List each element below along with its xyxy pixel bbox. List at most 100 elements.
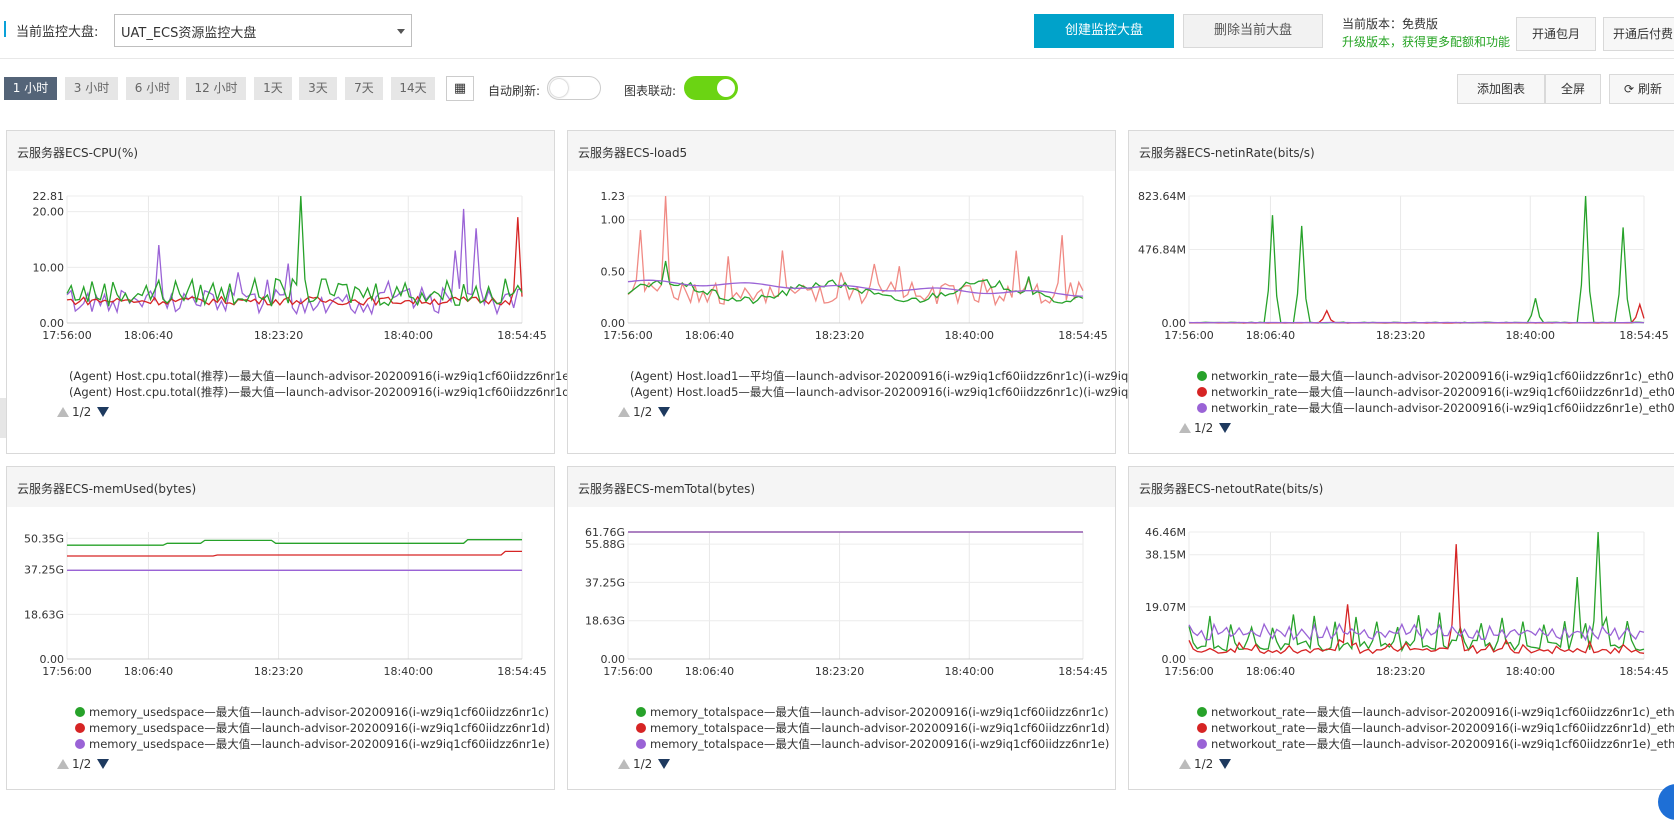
chart-legend: networkout_rate—最大值—launch-advisor-20200… [1197, 704, 1674, 752]
x-tick-label: 18:06:40 [685, 665, 734, 678]
x-tick-label: 18:23:20 [254, 665, 303, 678]
legend-item[interactable]: networkout_rate—最大值—launch-advisor-20200… [1197, 704, 1674, 720]
pager-up-icon[interactable] [1179, 759, 1191, 769]
legend-item[interactable]: networkout_rate—最大值—launch-advisor-20200… [1197, 720, 1674, 736]
add-chart-button[interactable]: 添加图表 [1457, 74, 1545, 104]
dashboard-select[interactable]: UAT_ECS资源监控大盘 [114, 14, 412, 47]
pager-text: 1/2 [1194, 757, 1213, 771]
legend-pager: 1/2 [57, 405, 109, 419]
pager-up-icon[interactable] [618, 407, 630, 417]
chart-title: 云服务器ECS-load5 [578, 144, 687, 161]
legend-dot-icon [636, 739, 646, 749]
legend-item[interactable]: (Agent) Host.load5—最大值—launch-advisor-20… [630, 384, 1139, 400]
chart-legend: networkin_rate—最大值—launch-advisor-202009… [1197, 368, 1674, 416]
legend-item[interactable]: networkout_rate—最大值—launch-advisor-20200… [1197, 736, 1674, 752]
x-tick-label: 18:54:45 [497, 665, 546, 678]
legend-item[interactable]: memory_totalspace—最大值—launch-advisor-202… [636, 704, 1110, 720]
y-tick-label: 0.00 [601, 653, 626, 666]
accent-bar [4, 21, 6, 37]
pager-up-icon[interactable] [1179, 423, 1191, 433]
legend-item[interactable]: memory_usedspace—最大值—launch-advisor-2020… [75, 736, 550, 752]
range-3d[interactable]: 3天 [299, 77, 337, 100]
toggle-knob [550, 79, 568, 97]
monthly-button[interactable]: 开通包月 [1516, 17, 1596, 51]
x-tick-label: 17:56:00 [42, 329, 91, 342]
series-line [628, 196, 1083, 305]
legend-item[interactable]: (Agent) Host.load1—平均值—launch-advisor-20… [630, 368, 1139, 384]
y-tick-label: 20.00 [33, 206, 65, 219]
pager-up-icon[interactable] [618, 759, 630, 769]
y-tick-label: 0.50 [601, 265, 626, 278]
pager-down-icon[interactable] [658, 759, 670, 769]
legend-item[interactable]: networkin_rate—最大值—launch-advisor-202009… [1197, 368, 1674, 384]
legend-item[interactable]: memory_totalspace—最大值—launch-advisor-202… [636, 736, 1110, 752]
pager-down-icon[interactable] [97, 407, 109, 417]
legend-item[interactable]: memory_usedspace—最大值—launch-advisor-2020… [75, 720, 550, 736]
legend-item[interactable]: networkin_rate—最大值—launch-advisor-202009… [1197, 400, 1674, 416]
legend-label: memory_totalspace—最大值—launch-advisor-202… [650, 721, 1110, 735]
pager-down-icon[interactable] [1219, 759, 1231, 769]
y-tick-label: 37.25G [585, 576, 625, 589]
chart-panel-header: 云服务器ECS-memTotal(bytes) [568, 467, 1115, 507]
series-line [1189, 196, 1644, 323]
chart-panel-header: 云服务器ECS-CPU(%) [7, 131, 554, 171]
x-tick-label: 18:40:00 [1506, 329, 1555, 342]
chart-title: 云服务器ECS-netoutRate(bits/s) [1139, 480, 1323, 497]
legend-dot-icon [75, 723, 85, 733]
x-tick-label: 17:56:00 [42, 665, 91, 678]
x-tick-label: 18:40:00 [1506, 665, 1555, 678]
y-tick-label: 19.07M [1145, 601, 1186, 614]
legend-item[interactable]: memory_totalspace—最大值—launch-advisor-202… [636, 720, 1110, 736]
range-14d[interactable]: 14天 [391, 77, 435, 100]
pager-down-icon[interactable] [1219, 423, 1231, 433]
pager-down-icon[interactable] [658, 407, 670, 417]
calendar-icon[interactable]: ▦ [446, 76, 474, 101]
legend-item[interactable]: networkin_rate—最大值—launch-advisor-202009… [1197, 384, 1674, 400]
pager-up-icon[interactable] [57, 407, 69, 417]
y-tick-label: 1.00 [601, 214, 626, 227]
upgrade-link[interactable]: 升级版本，获得更多配额和功能 [1342, 33, 1510, 50]
chart-panel-header: 云服务器ECS-netinRate(bits/s) [1129, 131, 1674, 171]
x-tick-label: 18:40:00 [945, 329, 994, 342]
pager-up-icon[interactable] [57, 759, 69, 769]
range-3h[interactable]: 3 小时 [65, 77, 118, 100]
chart-linkage-toggle[interactable] [684, 76, 738, 100]
range-7d[interactable]: 7天 [345, 77, 383, 100]
range-1h[interactable]: 1 小时 [4, 77, 57, 100]
auto-refresh-toggle[interactable] [547, 76, 601, 100]
pager-text: 1/2 [72, 757, 91, 771]
fullscreen-button[interactable]: 全屏 [1545, 74, 1601, 104]
x-tick-label: 18:54:45 [1058, 329, 1107, 342]
legend-item[interactable]: (Agent) Host.cpu.total(推荐)—最大值—launch-ad… [69, 368, 574, 384]
create-dashboard-button[interactable]: 创建监控大盘 [1034, 14, 1174, 48]
range-6h[interactable]: 6 小时 [126, 77, 179, 100]
chart-legend: (Agent) Host.load1—平均值—launch-advisor-20… [630, 368, 1139, 400]
x-tick-label: 18:06:40 [1246, 329, 1295, 342]
legend-item[interactable]: (Agent) Host.cpu.total(推荐)—最大值—launch-ad… [69, 384, 574, 400]
range-12h[interactable]: 12 小时 [186, 77, 246, 100]
y-tick-label: 55.88G [585, 538, 625, 551]
legend-pager: 1/2 [1179, 757, 1231, 771]
legend-label: memory_usedspace—最大值—launch-advisor-2020… [89, 705, 549, 719]
delete-dashboard-button[interactable]: 删除当前大盘 [1183, 14, 1323, 48]
legend-item[interactable]: memory_usedspace—最大值—launch-advisor-2020… [75, 704, 550, 720]
range-1d[interactable]: 1天 [254, 77, 292, 100]
x-tick-label: 18:23:20 [1376, 329, 1425, 342]
legend-label: networkout_rate—最大值—launch-advisor-20200… [1211, 705, 1674, 719]
legend-pager: 1/2 [57, 757, 109, 771]
postpaid-button[interactable]: 开通后付费 [1603, 17, 1674, 51]
time-toolbar: 1 小时 3 小时 6 小时 12 小时 1天 3天 7天 14天 ▦ 自动刷新… [0, 74, 1674, 104]
refresh-button[interactable]: ⟳ 刷新 [1609, 74, 1674, 104]
series-line [1189, 305, 1644, 324]
refresh-label: 刷新 [1638, 82, 1662, 96]
dashboard-select-value: UAT_ECS资源监控大盘 [121, 22, 256, 41]
legend-dot-icon [1197, 387, 1207, 397]
auto-refresh-label: 自动刷新: [488, 82, 540, 99]
pager-down-icon[interactable] [97, 759, 109, 769]
